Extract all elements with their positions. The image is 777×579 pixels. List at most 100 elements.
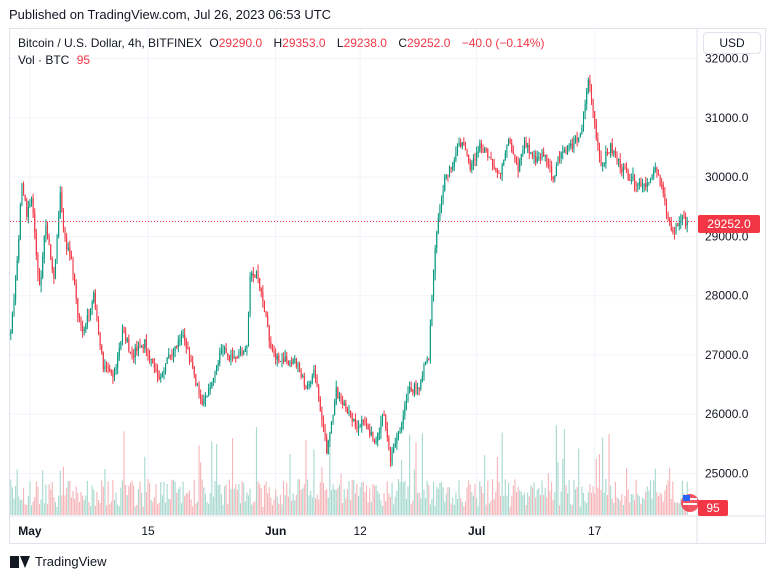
candle-body xyxy=(107,367,109,369)
last-price-badge: 29252.0 xyxy=(698,215,760,233)
volume-bar xyxy=(214,481,216,515)
candle-body xyxy=(610,143,612,153)
candle-body xyxy=(354,418,356,427)
candle-body xyxy=(479,143,481,152)
candle-body xyxy=(458,142,460,147)
candle-body xyxy=(506,145,508,153)
candle-body xyxy=(252,273,254,276)
volume-bar xyxy=(522,495,524,515)
volume-bar xyxy=(249,488,251,515)
candle-body xyxy=(474,158,476,161)
candle-body xyxy=(46,225,49,235)
volume-bar xyxy=(224,486,226,515)
volume-bar xyxy=(321,467,323,515)
candle-body xyxy=(262,291,264,302)
candle-body xyxy=(440,197,443,207)
volume-bar xyxy=(69,480,71,515)
volume-bar xyxy=(681,480,683,515)
volume-bar xyxy=(643,499,645,515)
candle-body xyxy=(82,326,84,332)
volume-bar xyxy=(192,506,194,515)
candle-body xyxy=(654,167,656,170)
volume-bar xyxy=(571,505,573,515)
volume-bar xyxy=(507,482,510,515)
candle-body xyxy=(18,238,20,261)
volume-bar xyxy=(680,498,682,515)
candle-body xyxy=(530,152,532,154)
candle-body xyxy=(409,387,411,393)
candle-body xyxy=(327,440,329,454)
candle-body xyxy=(594,111,596,123)
candle-body xyxy=(212,377,214,383)
candle-body xyxy=(431,295,433,326)
volume-bar xyxy=(297,479,299,515)
candle-body xyxy=(324,426,326,438)
candle-body xyxy=(311,375,313,383)
candle-body xyxy=(230,354,232,361)
high-value: 29353.0 xyxy=(282,36,326,50)
candle-body xyxy=(177,341,179,348)
volume-bar xyxy=(59,470,61,515)
candle-body xyxy=(552,177,554,180)
candle-body xyxy=(413,383,415,393)
volume-bar xyxy=(463,506,465,515)
candle-body xyxy=(192,361,194,368)
candle-body xyxy=(420,381,422,389)
volume-bar xyxy=(244,501,246,515)
candle-body xyxy=(614,151,616,156)
candle-body xyxy=(630,180,632,182)
volume-bar xyxy=(394,496,396,515)
candle-body xyxy=(488,157,490,159)
volume-bar xyxy=(664,490,666,515)
candle-body xyxy=(485,148,487,150)
candle-body xyxy=(171,355,173,357)
volume-bar xyxy=(231,438,234,515)
volume-bar xyxy=(555,425,557,515)
candle-body xyxy=(463,142,465,145)
candle-body xyxy=(562,152,564,154)
volume-bar xyxy=(219,484,221,515)
volume-bar xyxy=(661,494,663,515)
candle-body xyxy=(48,234,50,245)
candle-body xyxy=(608,152,610,154)
candle-body xyxy=(306,386,309,389)
time-tick-label: Jul xyxy=(468,524,485,538)
currency-selector[interactable]: USD xyxy=(703,32,761,54)
volume-bar xyxy=(426,480,428,515)
candle-body xyxy=(554,175,556,180)
volume-bar xyxy=(632,494,634,515)
volume-bar xyxy=(468,480,470,515)
candle-body xyxy=(386,427,388,438)
volume-bar xyxy=(460,498,462,515)
candle-body xyxy=(66,238,68,250)
candle-body xyxy=(391,452,393,463)
volume-bar xyxy=(618,498,620,515)
volume-bar xyxy=(645,491,647,515)
candle-body xyxy=(329,432,331,441)
candle-body xyxy=(85,323,87,330)
candle-body xyxy=(75,284,77,299)
candle-body xyxy=(637,184,639,186)
candle-body xyxy=(434,248,436,274)
volume-bar xyxy=(222,504,224,515)
volume-bar xyxy=(434,505,436,515)
volume-bar xyxy=(413,469,415,515)
candle-body xyxy=(276,355,278,360)
candle-body xyxy=(125,332,127,342)
volume-bar xyxy=(335,489,337,515)
candle-body xyxy=(367,425,369,430)
candle-body xyxy=(350,410,352,413)
volume-bar xyxy=(155,484,157,515)
volume-bar xyxy=(284,495,286,515)
volume-bar xyxy=(576,486,578,515)
candle-body xyxy=(448,167,451,176)
candle-body xyxy=(208,389,210,396)
volume-bar xyxy=(338,484,340,515)
candle-body xyxy=(187,347,189,349)
candle-body xyxy=(365,422,368,426)
volume-bar xyxy=(377,491,379,515)
volume-bar xyxy=(230,488,232,515)
candle-body xyxy=(289,361,291,366)
volume-bar xyxy=(610,485,612,515)
